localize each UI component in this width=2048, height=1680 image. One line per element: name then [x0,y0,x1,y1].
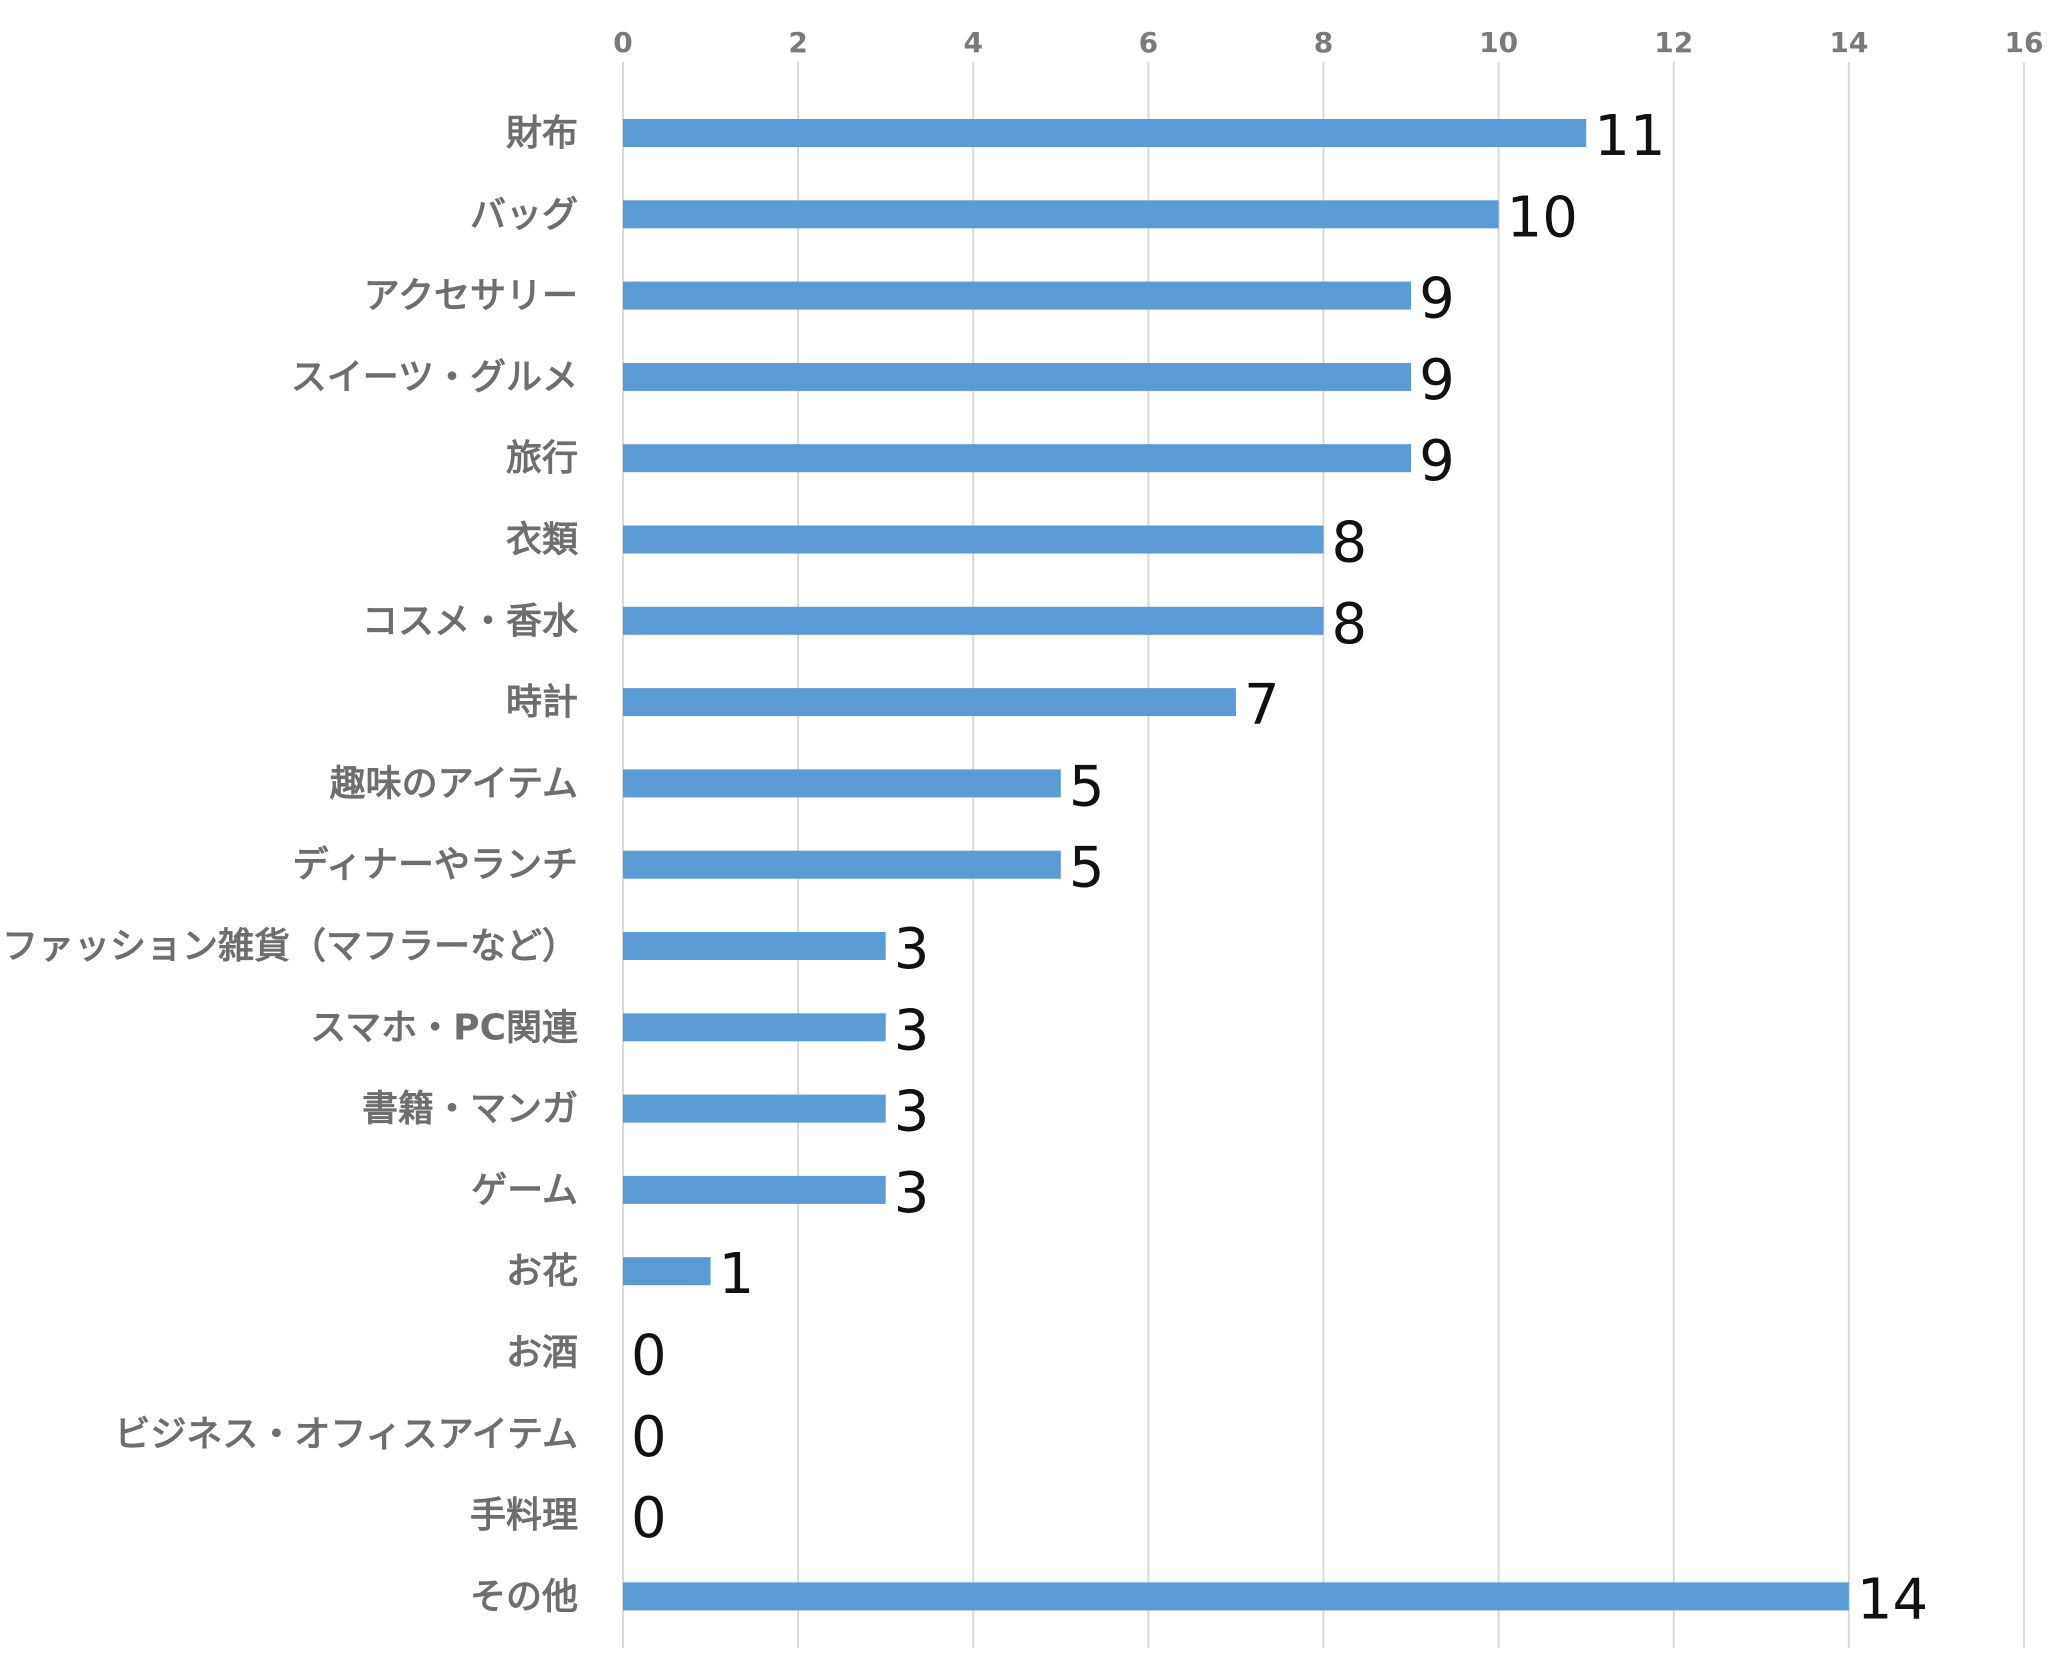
value-label: 14 [1857,1567,1928,1632]
x-tick-label: 8 [1314,26,1333,59]
x-tick-label: 10 [1479,26,1518,59]
bar [623,1257,711,1286]
value-label: 11 [1594,104,1665,169]
x-tick-label: 12 [1654,26,1693,59]
category-label: ゲーム [471,1170,578,1211]
bar [623,281,1412,310]
bar [623,525,1324,554]
category-labels: 財布バッグアクセサリースイーツ・グルメ旅行衣類コスメ・香水時計趣味のアイテムディ… [2,113,579,1617]
value-label: 9 [1419,348,1455,413]
category-label: 手料理 [470,1495,578,1536]
value-label: 8 [1332,592,1368,657]
value-label: 5 [1069,836,1105,901]
value-label: 3 [894,1161,930,1226]
bar [623,1175,886,1204]
x-tick-label: 0 [613,26,632,59]
value-label: 10 [1507,185,1578,250]
category-label: お酒 [506,1333,578,1374]
value-label: 3 [894,1080,930,1145]
bar [623,606,1324,635]
category-label: スマホ・PC関連 [310,1007,579,1048]
bar [623,1013,886,1042]
value-label: 3 [894,917,930,982]
bar [623,1094,886,1123]
value-label: 0 [631,1486,667,1551]
category-label: その他 [470,1576,578,1617]
category-label: ファッション雑貨（マフラーなど） [2,926,578,967]
bar [623,688,1236,717]
x-axis-ticks: 0 2 4 6 8 10 12 14 16 [613,26,2043,59]
bar [623,200,1499,229]
x-tick-label: 14 [1829,26,1868,59]
bar [623,769,1061,798]
category-label: 財布 [506,113,578,154]
category-label: 衣類 [506,520,579,561]
value-label: 1 [719,1242,755,1307]
x-tick-label: 16 [2005,26,2044,59]
category-label: 時計 [506,682,578,723]
value-label: 0 [631,1405,667,1470]
category-label: スイーツ・グルメ [291,357,578,398]
bar [623,1582,1849,1611]
bar [623,850,1061,879]
value-label: 8 [1332,511,1368,576]
category-label: 書籍・マンガ [362,1089,578,1130]
value-label: 5 [1069,754,1105,819]
value-label: 9 [1419,267,1455,332]
category-label: ディナーやランチ [293,844,578,886]
x-tick-label: 2 [788,26,807,59]
category-label: バッグ [470,194,578,235]
bars [623,119,1849,1611]
value-label: 0 [631,1324,667,1389]
x-tick-label: 6 [1139,26,1158,59]
bar [623,444,1412,473]
bar [623,362,1412,391]
category-label: 趣味のアイテム [330,763,578,804]
category-label: アクセサリー [364,276,578,317]
category-label: ビジネス・オフィスアイテム [114,1414,578,1455]
category-label: コスメ・香水 [362,601,579,642]
value-label: 9 [1419,429,1455,494]
category-label: 旅行 [506,438,578,479]
bar [623,932,886,960]
x-tick-label: 4 [964,26,983,59]
category-label: お花 [506,1251,578,1292]
bar [623,119,1587,147]
value-label: 7 [1244,673,1280,738]
gridlines [622,62,2025,1648]
value-label: 3 [894,998,930,1063]
